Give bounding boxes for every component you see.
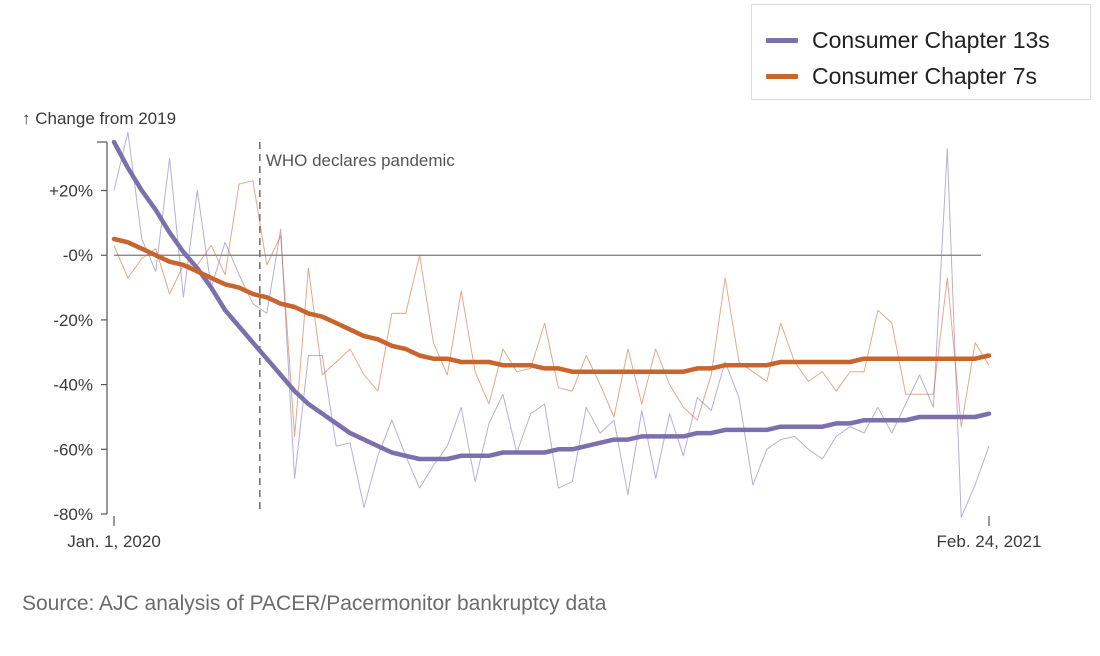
axes: +20% -0% -20% -40% -60% -80% Jan. 1, 2020 Feb. …	[49, 141, 1042, 551]
source-note: Source: AJC analysis of PACER/Pacermonit…	[22, 592, 607, 615]
smoothed-line-series-0	[111, 139, 992, 462]
x-tick-label: Feb. 24, 2021	[937, 532, 1042, 551]
y-tick-label: -40%	[53, 376, 93, 395]
legend-item-chapter-13: Consumer Chapter 13s	[766, 25, 1050, 55]
weekly-line-series-0	[113, 131, 990, 518]
legend-label-chapter-7: Consumer Chapter 7s	[812, 62, 1037, 89]
legend-swatch-chapter-7	[766, 73, 798, 79]
y-tick-label: +20%	[49, 182, 93, 201]
weekly-line-series-1	[113, 180, 990, 437]
smoothed-lines	[111, 139, 992, 462]
legend-item-chapter-7: Consumer Chapter 7s	[766, 61, 1037, 91]
legend: Consumer Chapter 13s Consumer Chapter 7s	[751, 4, 1091, 100]
y-axis-title: ↑ Change from 2019	[22, 109, 176, 128]
y-tick-label: -0%	[63, 246, 93, 265]
weekly-lines	[113, 131, 990, 518]
annotation-layer: WHO declares pandemic	[259, 142, 455, 514]
y-tick-label: -60%	[53, 440, 93, 459]
smoothed-line-series-1	[111, 236, 992, 374]
legend-swatch-chapter-13	[766, 37, 798, 43]
pandemic-annotation-label: WHO declares pandemic	[266, 151, 455, 170]
y-tick-label: -80%	[53, 505, 93, 524]
legend-label-chapter-13: Consumer Chapter 13s	[812, 26, 1050, 53]
x-tick-label: Jan. 1, 2020	[67, 532, 161, 551]
y-tick-label: -20%	[53, 311, 93, 330]
